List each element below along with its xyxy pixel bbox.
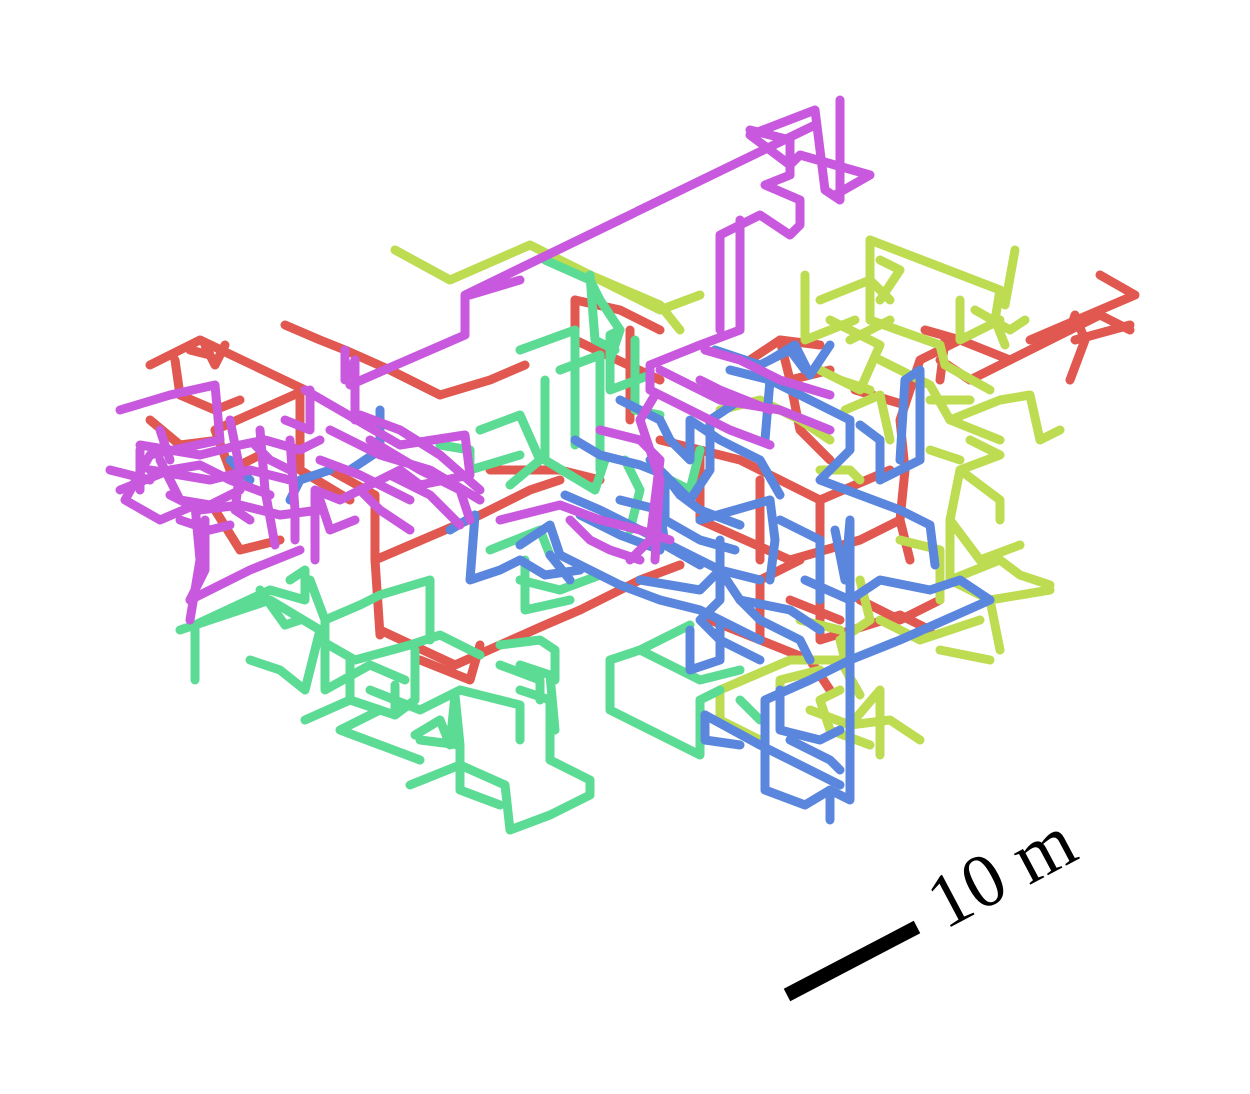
scale-bar-label: 10 m xyxy=(914,798,1090,945)
magenta-path xyxy=(105,95,875,625)
scale-bar-line xyxy=(783,920,921,1002)
scale-bar: 10 m xyxy=(783,798,1090,1002)
